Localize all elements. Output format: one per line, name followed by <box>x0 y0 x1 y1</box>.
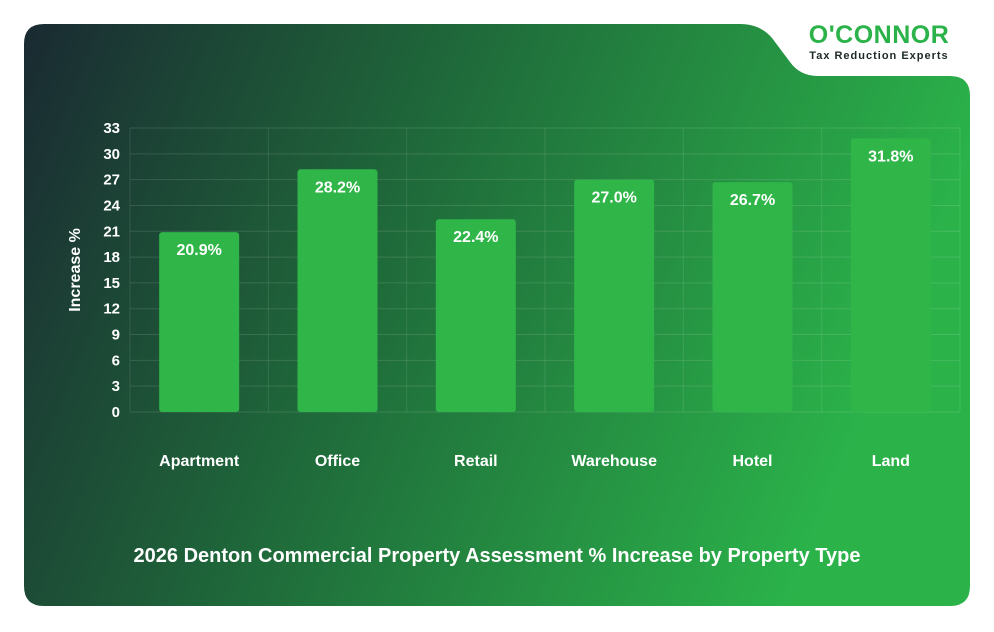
y-tick-label: 21 <box>103 223 120 240</box>
x-category-label: Apartment <box>159 453 240 470</box>
bar <box>574 179 655 412</box>
grid-lines <box>129 127 961 413</box>
y-tick-label: 33 <box>103 120 120 137</box>
bar <box>850 138 931 412</box>
bar <box>712 182 793 412</box>
bar <box>297 169 378 412</box>
y-axis-title: Increase % <box>67 228 84 312</box>
y-tick-label: 6 <box>112 352 120 369</box>
brand-tagline: Tax Reduction Experts <box>809 50 949 62</box>
x-category-label: Warehouse <box>571 453 657 470</box>
chart-title: 2026 Denton Commercial Property Assessme… <box>134 545 861 567</box>
y-axis-ticks: 0 3 6 9 12 15 18 21 24 27 30 33 <box>103 120 120 421</box>
x-category-label: Retail <box>454 453 498 470</box>
y-tick-label: 30 <box>103 146 120 163</box>
y-tick-label: 15 <box>103 275 120 292</box>
y-tick-label: 27 <box>103 172 120 189</box>
bar <box>159 232 240 412</box>
bar-value-label: 27.0% <box>591 190 636 207</box>
bar-value-label: 26.7% <box>730 192 775 209</box>
bar-value-label: 22.4% <box>453 229 498 246</box>
brand-name: O'CONNOR <box>808 21 950 49</box>
y-tick-label: 12 <box>103 301 120 318</box>
y-tick-label: 3 <box>112 378 120 395</box>
y-tick-label: 18 <box>103 249 120 266</box>
y-tick-label: 0 <box>112 404 120 421</box>
y-tick-label: 9 <box>112 327 120 344</box>
x-category-label: Office <box>315 453 360 470</box>
x-axis-categories: Apartment Office Retail Warehouse Hotel Land <box>159 453 910 470</box>
y-tick-label: 24 <box>103 197 120 214</box>
bar-value-label: 20.9% <box>176 242 221 259</box>
brand-logo: O'CONNOR Tax Reduction Experts <box>788 22 970 62</box>
bar-value-label: 31.8% <box>868 148 913 165</box>
x-category-label: Land <box>872 453 910 470</box>
bar-value-label: 28.2% <box>315 179 360 196</box>
bar <box>435 219 516 412</box>
x-category-label: Hotel <box>733 453 773 470</box>
bars: 20.9% 28.2% 22.4% 27.0% 26.7% 31.8% <box>159 138 931 412</box>
